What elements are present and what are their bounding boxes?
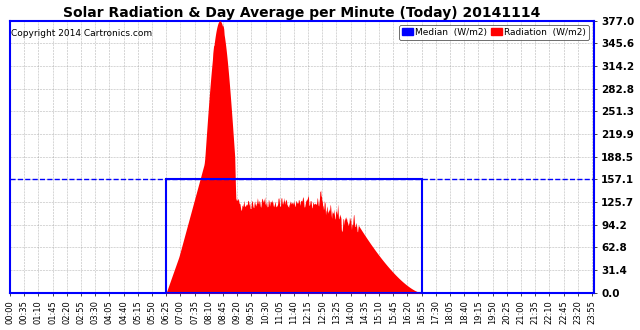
Title: Solar Radiation & Day Average per Minute (Today) 20141114: Solar Radiation & Day Average per Minute… [63,6,541,19]
Legend: Median  (W/m2), Radiation  (W/m2): Median (W/m2), Radiation (W/m2) [399,25,589,40]
Bar [166,180,422,293]
Text: Copyright 2014 Cartronics.com: Copyright 2014 Cartronics.com [11,29,152,38]
